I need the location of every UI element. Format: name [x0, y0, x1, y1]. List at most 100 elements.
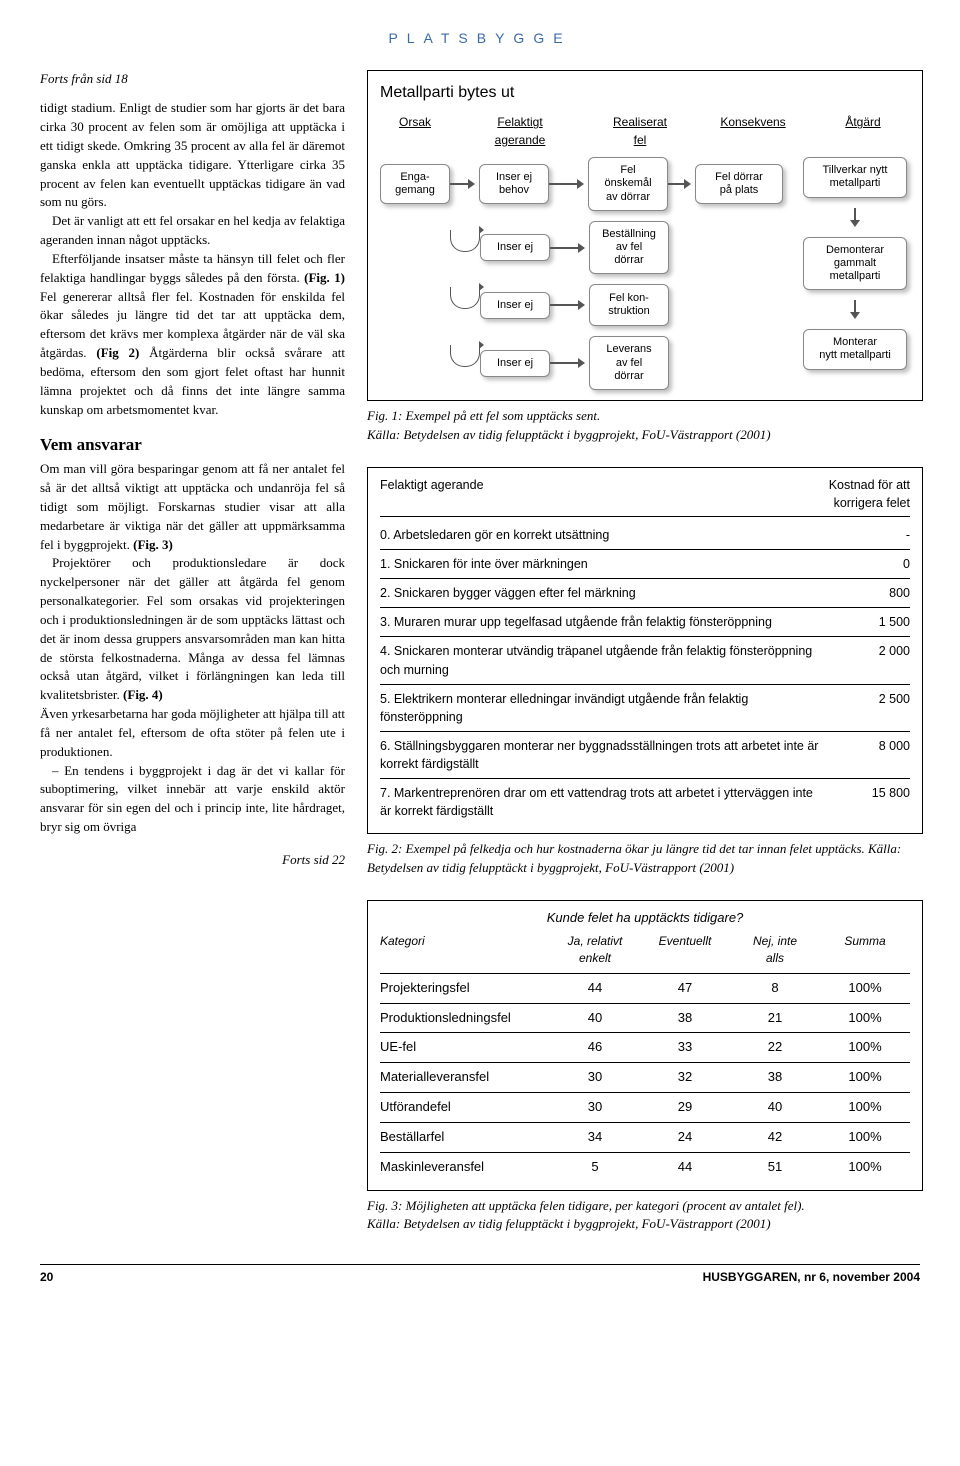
cell: Beställarfel [380, 1128, 550, 1147]
c: Fig. 1: Exempel på ett fel som upptäcks … [367, 408, 600, 423]
node-kons: Fel dörrar på plats [695, 164, 783, 204]
cell: 2. Snickaren bygger väggen efter fel mär… [380, 584, 830, 602]
para: Om man vill göra besparingar genom att f… [40, 460, 345, 554]
cell: 44 [640, 1158, 730, 1177]
table-row: 1. Snickaren för inte över märkningen0 [380, 550, 910, 579]
cell: 40 [730, 1098, 820, 1117]
para: Efterföljande insatser måste ta hänsyn t… [40, 250, 345, 420]
t: Om man vill göra besparingar genom att f… [40, 461, 345, 551]
flow-row: Enga- gemang Inser ej behov Fel önskemål… [380, 157, 792, 211]
fig1-caption: Fig. 1: Exempel på ett fel som upptäcks … [367, 407, 923, 445]
flow-row: Inser ej Leverans av fel dörrar [380, 336, 792, 390]
cell: 22 [730, 1038, 820, 1057]
cell: 0. Arbetsledaren gör en korrekt utsättni… [380, 526, 830, 544]
th: Felaktigt agerande [380, 476, 484, 512]
cell: 15 800 [830, 784, 910, 820]
action-column: Tillverkar nytt metallparti Demonterar g… [800, 157, 910, 369]
table-row: 3. Muraren murar upp tegelfasad utgående… [380, 608, 910, 637]
figref: (Fig. 4) [123, 687, 163, 702]
down-arrow-icon [850, 220, 860, 227]
th: Kategori [380, 933, 550, 968]
loop-arrow-icon [450, 345, 480, 367]
cell: Utförandefel [380, 1098, 550, 1117]
cell: 800 [830, 584, 910, 602]
table-row: Projekteringsfel44478100% [380, 974, 910, 1004]
loop-arrow-icon [450, 287, 480, 309]
para: tidigt stadium. Enligt de studier som ha… [40, 99, 345, 212]
loop-arrow-icon [450, 230, 480, 252]
figure-3-table: Kunde felet ha upptäckts tidigare? Kateg… [367, 900, 923, 1191]
cell: 38 [730, 1068, 820, 1087]
page-footer: 20 HUSBYGGAREN, nr 6, november 2004 [40, 1264, 920, 1286]
node-fel: Beställning av fel dörrar [589, 221, 669, 275]
c: Källa: Betydelsen av tidig felupptäckt i… [367, 427, 771, 442]
page-number: 20 [40, 1269, 53, 1286]
cell: 100% [820, 1038, 910, 1057]
h: Felaktigt agerande [480, 114, 560, 149]
cell: 40 [550, 1009, 640, 1028]
publication: HUSBYGGAREN, nr 6, november 2004 [703, 1269, 920, 1286]
th: Summa [820, 933, 910, 968]
cell: Projekteringsfel [380, 979, 550, 998]
two-column-layout: Forts från sid 18 tidigt stadium. Enligt… [40, 70, 920, 1234]
cell: 100% [820, 1009, 910, 1028]
cell: 1 500 [830, 613, 910, 631]
table-row: 6. Ställningsbyggaren monterar ner byggn… [380, 732, 910, 779]
cell: 51 [730, 1158, 820, 1177]
continued-from: Forts från sid 18 [40, 70, 345, 89]
node-ag: Inser ej [480, 234, 550, 261]
node-ag: Inser ej [480, 292, 550, 319]
table-head: Felaktigt agerande Kostnad för att korri… [380, 476, 910, 517]
cell: 0 [830, 555, 910, 573]
cell: 4. Snickaren monterar utvändig träpanel … [380, 642, 830, 678]
table-row: 4. Snickaren monterar utvändig träpanel … [380, 637, 910, 684]
table-row: Beställarfel342442100% [380, 1123, 910, 1153]
cell: - [830, 526, 910, 544]
th: Ja, relativt enkelt [550, 933, 640, 968]
cell: 5. Elektrikern monterar elledningar invä… [380, 690, 830, 726]
fig1-header-row: Orsak Felaktigt agerande Realiserat fel … [380, 114, 910, 149]
table-row: Produktionsledningsfel403821100% [380, 1004, 910, 1034]
cell: 33 [640, 1038, 730, 1057]
cell: 30 [550, 1098, 640, 1117]
fig2-caption: Fig. 2: Exempel på felkedja och hur kost… [367, 840, 923, 878]
node-ag: Inser ej [480, 350, 550, 377]
figref: (Fig 2) [96, 345, 139, 360]
h: Konsekvens [708, 114, 798, 149]
table-row: Maskinleveransfel54451100% [380, 1153, 910, 1182]
cell: 30 [550, 1068, 640, 1087]
down-arrow-icon [850, 312, 860, 319]
para: Projektörer och produktionsledare är doc… [40, 554, 345, 705]
para: Även yrkesarbetarna har goda möjligheter… [40, 705, 345, 762]
c: Fig. 3: Möjligheten att upptäcka felen t… [367, 1198, 805, 1213]
cell: 5 [550, 1158, 640, 1177]
cell: 3. Muraren murar upp tegelfasad utgående… [380, 613, 830, 631]
table-row: 5. Elektrikern monterar elledningar invä… [380, 685, 910, 732]
node-action: Demonterar gammalt metallparti [803, 237, 907, 291]
cell: 2 500 [830, 690, 910, 726]
cell: 8 [730, 979, 820, 998]
th: Eventuellt [640, 933, 730, 968]
table-row: UE-fel463322100% [380, 1033, 910, 1063]
figure-2-table: Felaktigt agerande Kostnad för att korri… [367, 467, 923, 835]
th: Nej, inte alls [730, 933, 820, 968]
cell: 24 [640, 1128, 730, 1147]
cell: Materialleveransfel [380, 1068, 550, 1087]
cell: 6. Ställningsbyggaren monterar ner byggn… [380, 737, 830, 773]
figure-1-diagram: Metallparti bytes ut Orsak Felaktigt age… [367, 70, 923, 401]
page-section-header: PLATSBYGGE [40, 28, 920, 48]
t: Projektörer och produktionsledare är doc… [40, 555, 345, 702]
para: Det är vanligt att ett fel orsakar en he… [40, 212, 345, 250]
table-row: 2. Snickaren bygger väggen efter fel mär… [380, 579, 910, 608]
fig3-caption: Fig. 3: Möjligheten att upptäcka felen t… [367, 1197, 923, 1235]
cell: 100% [820, 979, 910, 998]
table-head-row: Kategori Ja, relativt enkelt Eventuellt … [380, 928, 910, 974]
cell: 100% [820, 1128, 910, 1147]
table-row: Materialleveransfel303238100% [380, 1063, 910, 1093]
h: Åtgärd [818, 114, 908, 149]
cell: 38 [640, 1009, 730, 1028]
node-fel: Leverans av fel dörrar [589, 336, 669, 390]
node-fel: Fel önskemål av dörrar [588, 157, 668, 211]
continued-sid: Forts sid 22 [40, 851, 345, 870]
figures-column: Metallparti bytes ut Orsak Felaktigt age… [367, 70, 923, 1234]
